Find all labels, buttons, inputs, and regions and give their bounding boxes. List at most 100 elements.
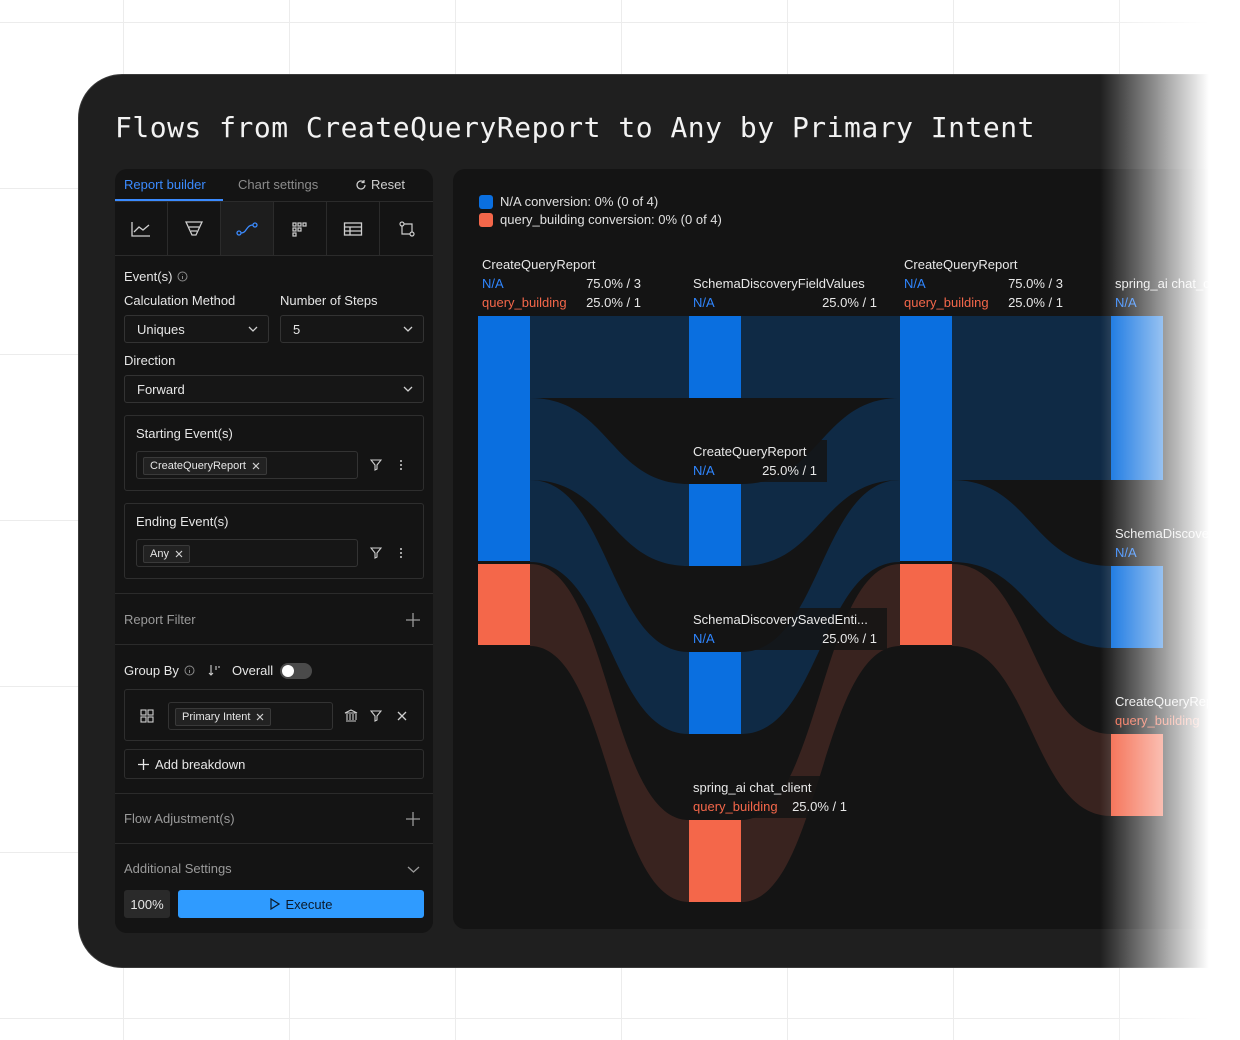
execute-button[interactable]: Execute: [178, 890, 424, 918]
node-group-label: query_building: [904, 295, 989, 310]
tab-report-builder[interactable]: Report builder: [124, 177, 206, 192]
event-chip-label: CreateQueryReport: [150, 460, 246, 472]
node-group-label: query_building: [482, 295, 567, 310]
legend-label: N/A conversion: 0% (0 of 4): [500, 194, 658, 209]
panel-tabs: Report builder Chart settings Reset: [115, 169, 433, 202]
tab-chart-settings[interactable]: Chart settings: [238, 177, 319, 192]
divider: [115, 843, 433, 844]
more-vertical-icon[interactable]: [399, 459, 403, 471]
node-label: spring_ai chat_client: [693, 780, 812, 795]
node-bar-n4: [689, 652, 741, 734]
label-backdrop: [476, 253, 651, 314]
node-value-label: 50.0% / 2: [1214, 295, 1240, 310]
flow-link: [530, 316, 689, 398]
number-of-steps-select[interactable]: 5: [280, 315, 424, 343]
flow-link: [741, 480, 900, 734]
node-bar-n8: [1111, 566, 1163, 648]
flow-link: [952, 564, 1111, 816]
filter-icon[interactable]: [370, 547, 382, 559]
more-vertical-icon[interactable]: [399, 547, 403, 559]
reset-button[interactable]: Reset: [355, 177, 405, 192]
flow-link: [952, 480, 1111, 648]
group-by-chip-label: Primary Intent: [182, 711, 251, 723]
grid-icon: [140, 709, 154, 723]
add-breakdown-label: Add breakdown: [155, 756, 246, 772]
funnel-button[interactable]: [168, 202, 221, 255]
node-label: SchemaDiscoverySavedEnti...: [693, 612, 868, 627]
chart-legend: N/A conversion: 0% (0 of 4) query_buildin…: [479, 194, 722, 227]
sort-icon[interactable]: [208, 664, 220, 676]
add-breakdown-button[interactable]: Add breakdown: [124, 749, 424, 779]
node-value-label: 25.0% / 1: [1008, 295, 1063, 310]
events-heading: Event(s): [124, 269, 188, 284]
overall-label: Overall: [232, 663, 274, 678]
flow-button[interactable]: [221, 202, 274, 255]
group-by-label: Group By: [124, 663, 179, 678]
starting-events-input[interactable]: CreateQueryReport: [136, 451, 358, 479]
legend-swatch: [479, 195, 493, 209]
flow-link: [952, 316, 1111, 480]
node-bar-n2: [689, 316, 741, 398]
info-icon[interactable]: [184, 665, 195, 676]
overall-toggle[interactable]: [280, 663, 312, 679]
bank-icon[interactable]: [344, 709, 358, 722]
close-icon[interactable]: [252, 462, 260, 470]
node-label: CreateQueryReport: [904, 257, 1018, 272]
ending-events-label: Ending Event(s): [136, 514, 229, 529]
plus-icon: [138, 758, 149, 770]
additional-settings-label[interactable]: Additional Settings: [124, 861, 232, 876]
refresh-icon: [356, 179, 366, 190]
node-group-label: N/A: [693, 631, 715, 646]
node-value-label: 75.0% / 3: [586, 276, 641, 291]
label-backdrop: [687, 440, 827, 482]
report-builder-panel: Report builder Chart settings Reset: [115, 169, 433, 933]
node-bar-n5: [689, 820, 741, 902]
flow-adjustments-label: Flow Adjustment(s): [124, 811, 235, 826]
node-label: CreateQueryReport: [693, 444, 807, 459]
add-adjustment-icon[interactable]: [406, 812, 420, 826]
flow-link: [530, 480, 689, 734]
zoom-level[interactable]: 100%: [124, 890, 170, 918]
node-group-label: N/A: [482, 276, 504, 291]
node-label: spring_ai chat_client: [1115, 276, 1234, 291]
info-icon[interactable]: [177, 271, 188, 282]
filter-icon[interactable]: [370, 459, 382, 471]
node-group-label: N/A: [1115, 545, 1137, 560]
flow-link: [530, 398, 689, 566]
retention-button[interactable]: [380, 202, 433, 255]
table-button[interactable]: [327, 202, 380, 255]
starting-events-box: Starting Event(s) CreateQueryReport: [124, 415, 424, 491]
legend-swatch: [479, 213, 493, 227]
direction-select[interactable]: Forward: [124, 375, 424, 403]
flow-icon: [236, 221, 258, 236]
event-chip-label: Any: [150, 548, 169, 560]
node-bar-n6: [900, 564, 952, 645]
node-group-label: N/A: [904, 276, 926, 291]
group-by-input[interactable]: Primary Intent: [168, 702, 333, 730]
grid-button[interactable]: [274, 202, 327, 255]
calculation-method-select[interactable]: Uniques: [124, 315, 269, 343]
node-bar-n3: [689, 484, 741, 566]
label-backdrop: [898, 253, 1073, 314]
line-chart-button[interactable]: [115, 202, 168, 255]
remove-icon[interactable]: [397, 711, 407, 721]
ending-events-input[interactable]: Any: [136, 539, 358, 567]
table-icon: [343, 221, 363, 236]
group-by-heading: Group By: [124, 663, 195, 678]
divider: [115, 644, 433, 645]
node-value-label: 25.0% / 1: [586, 295, 641, 310]
close-icon[interactable]: [256, 713, 264, 721]
flow-link: [741, 316, 900, 398]
close-icon[interactable]: [175, 550, 183, 558]
chevron-down-icon[interactable]: [407, 866, 420, 873]
label-backdrop: [687, 608, 887, 650]
group-by-chip: Primary Intent: [175, 708, 272, 726]
page-title: Flows from CreateQueryReport to Any by P…: [115, 111, 1035, 144]
node-value-label: 25.0% / 1: [822, 631, 877, 646]
line-chart-icon: [131, 221, 150, 237]
number-of-steps-value: 5: [293, 322, 301, 337]
number-of-steps-label: Number of Steps: [280, 293, 378, 308]
filter-icon[interactable]: [370, 710, 382, 722]
add-filter-icon[interactable]: [406, 613, 420, 627]
calculation-method-value: Uniques: [137, 322, 185, 337]
